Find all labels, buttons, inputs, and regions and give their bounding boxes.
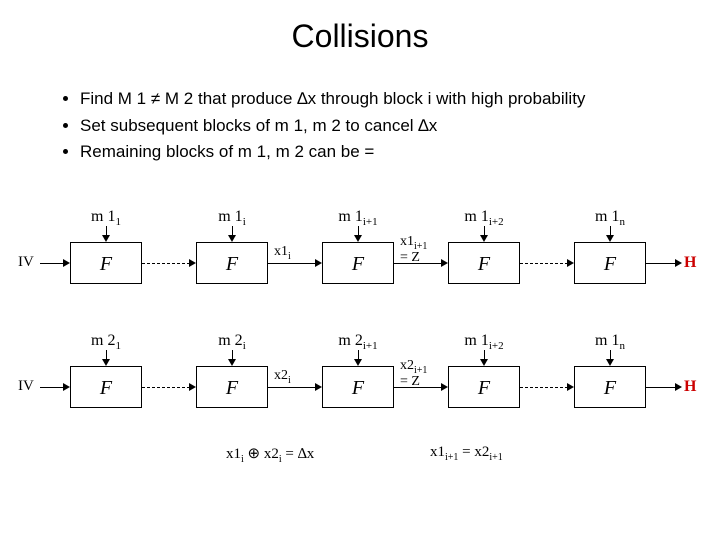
iv-label: IV [18,378,34,395]
bullet-item: Find M 1 ≠ M 2 that produce ∆x through b… [80,87,720,112]
arrow-head [441,383,448,391]
collision-diagram: IVm 11Fm 1iFm 1i+1Fm 1i+2Fm 1nFHx1ix1i+1… [0,200,720,520]
arrow [142,263,190,264]
arrow [268,387,316,388]
bullet-item: Set subsequent blocks of m 1, m 2 to can… [80,114,720,139]
arrow-head [441,259,448,267]
arrow [520,387,568,388]
arrow-head [480,235,488,242]
arrow [646,263,676,264]
arrow-head [315,259,322,267]
compression-box: F [574,242,646,284]
compression-box: F [70,242,142,284]
compression-box: F [196,242,268,284]
arrow [646,387,676,388]
arrow-head [189,259,196,267]
arrow-head [675,383,682,391]
bullet-item: Remaining blocks of m 1, m 2 can be = [80,140,720,165]
arrow-head [354,359,362,366]
arrow-head [102,235,110,242]
bullet-list: Find M 1 ≠ M 2 that produce ∆x through b… [40,87,720,165]
compression-box: F [322,242,394,284]
arrow-head [189,383,196,391]
equality-equation: x1i+1 = x2i+1 [430,444,503,463]
compression-box: F [322,366,394,408]
page-title: Collisions [0,0,720,63]
compression-box: F [448,366,520,408]
compression-box: F [70,366,142,408]
iv-label: IV [18,254,34,271]
arrow-head [354,235,362,242]
arrow [40,387,64,388]
arrow-head [675,259,682,267]
arrow-head [606,235,614,242]
arrow-head [63,259,70,267]
intermediate-state-label: = Z [400,250,420,266]
arrow-head [102,359,110,366]
arrow-head [606,359,614,366]
arrow-head [567,383,574,391]
arrow-head [567,259,574,267]
arrow-head [228,359,236,366]
arrow-head [315,383,322,391]
hash-output-label: H [684,254,696,272]
arrow [142,387,190,388]
arrow-head [63,383,70,391]
hash-output-label: H [684,378,696,396]
arrow [520,263,568,264]
compression-box: F [448,242,520,284]
compression-box: F [574,366,646,408]
arrow [40,263,64,264]
intermediate-state-label: = Z [400,374,420,390]
intermediate-state-label: x2i [274,368,291,386]
arrow-head [480,359,488,366]
arrow [268,263,316,264]
arrow-head [228,235,236,242]
compression-box: F [196,366,268,408]
xor-equation: x1i ⊕ x2i = ∆x [226,444,314,465]
intermediate-state-label: x1i [274,244,291,262]
